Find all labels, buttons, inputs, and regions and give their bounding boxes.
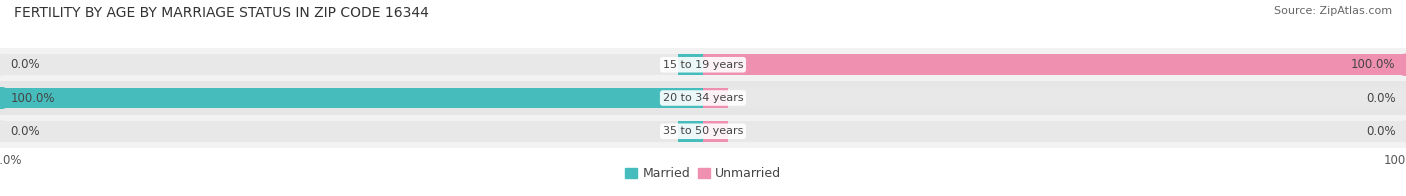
Bar [703, 88, 1406, 108]
Text: 100.0%: 100.0% [1351, 58, 1395, 71]
Text: 0.0%: 0.0% [1365, 92, 1395, 104]
Bar [703, 121, 728, 142]
Text: FERTILITY BY AGE BY MARRIAGE STATUS IN ZIP CODE 16344: FERTILITY BY AGE BY MARRIAGE STATUS IN Z… [14, 6, 429, 20]
Bar [703, 54, 728, 75]
Bar [703, 54, 1406, 75]
Text: 0.0%: 0.0% [10, 125, 41, 138]
Bar [0, 88, 703, 108]
Ellipse shape [0, 88, 13, 108]
Text: 0.0%: 0.0% [10, 58, 41, 71]
Ellipse shape [1393, 54, 1406, 75]
Bar [0, 88, 703, 108]
Ellipse shape [0, 121, 13, 142]
Bar [0, 54, 703, 75]
Ellipse shape [0, 54, 13, 75]
Text: 100.0%: 100.0% [10, 92, 55, 104]
Ellipse shape [1393, 54, 1406, 75]
Bar [703, 88, 728, 108]
Bar [678, 121, 703, 142]
Bar [703, 54, 1406, 75]
Ellipse shape [1393, 121, 1406, 142]
Bar [678, 54, 703, 75]
Ellipse shape [1393, 88, 1406, 108]
Bar [703, 121, 1406, 142]
Bar [0, 81, 1406, 115]
Ellipse shape [0, 88, 13, 108]
Text: Source: ZipAtlas.com: Source: ZipAtlas.com [1274, 6, 1392, 16]
Text: 35 to 50 years: 35 to 50 years [662, 126, 744, 136]
Legend: Married, Unmarried: Married, Unmarried [620, 162, 786, 185]
Text: 0.0%: 0.0% [1365, 125, 1395, 138]
Bar [0, 48, 1406, 81]
Ellipse shape [0, 88, 13, 108]
Text: 20 to 34 years: 20 to 34 years [662, 93, 744, 103]
Bar [0, 121, 703, 142]
Text: 15 to 19 years: 15 to 19 years [662, 60, 744, 70]
Ellipse shape [1393, 54, 1406, 75]
Bar [678, 88, 703, 108]
Bar [0, 115, 1406, 148]
